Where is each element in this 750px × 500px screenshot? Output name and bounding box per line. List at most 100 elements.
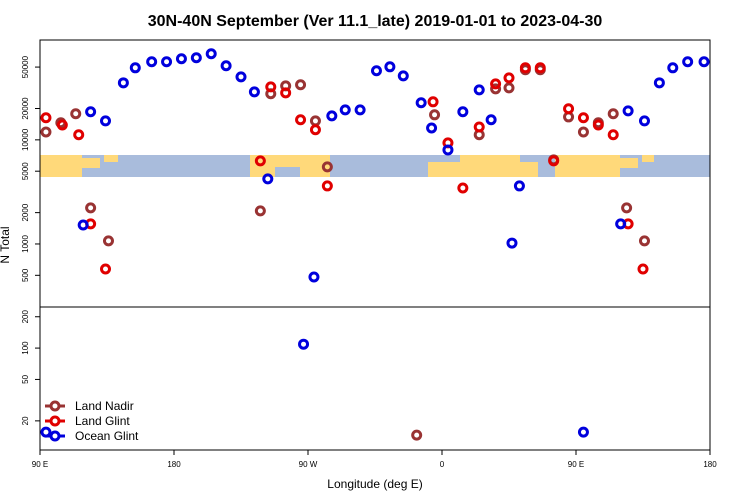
point: [503, 82, 515, 94]
point: [56, 119, 68, 131]
map-strip: [40, 155, 710, 177]
plot-frame: [39, 39, 711, 451]
y-tick-label: 10000: [21, 128, 30, 151]
chart-title: 30N-40N September (Ver 11.1_late) 2019-0…: [148, 13, 603, 30]
legend-marker: [49, 430, 61, 442]
legend-label: Ocean Glint: [75, 429, 139, 443]
point: [577, 126, 589, 138]
point: [397, 70, 409, 82]
point: [607, 108, 619, 120]
point: [248, 86, 260, 98]
point: [638, 115, 650, 127]
point: [309, 124, 321, 136]
point: [427, 96, 439, 108]
point: [490, 83, 502, 95]
point: [354, 104, 366, 116]
legend-label: Land Nadir: [75, 399, 134, 413]
point: [698, 56, 710, 68]
point: [411, 429, 423, 441]
point: [615, 218, 627, 230]
point: [457, 106, 469, 118]
point: [682, 56, 694, 68]
point: [161, 56, 173, 68]
point: [129, 62, 141, 74]
y-tick-label: 50000: [21, 55, 30, 78]
point: [415, 97, 427, 109]
y-tick-label: 1000: [21, 235, 30, 253]
point: [73, 129, 85, 141]
y-tick-label: 2000: [21, 203, 30, 221]
point: [384, 61, 396, 73]
point: [534, 62, 546, 74]
point: [370, 65, 382, 77]
point: [339, 104, 351, 116]
point: [429, 109, 441, 121]
point: [77, 219, 89, 231]
point: [85, 106, 97, 118]
x-axis-label: Longitude (deg E): [327, 477, 422, 491]
point: [254, 155, 266, 167]
point: [321, 161, 333, 173]
x-tick-label: 90 E: [32, 460, 48, 469]
legend-marker: [49, 400, 61, 412]
legend-marker: [49, 415, 61, 427]
point: [117, 77, 129, 89]
point: [190, 52, 202, 64]
point: [577, 426, 589, 438]
point: [667, 62, 679, 74]
point: [485, 114, 497, 126]
point: [321, 180, 333, 192]
y-tick-label: 5000: [21, 162, 30, 180]
point: [295, 79, 307, 91]
point: [638, 235, 650, 247]
point: [622, 105, 634, 117]
point: [621, 202, 633, 214]
point: [85, 202, 97, 214]
point: [473, 121, 485, 133]
point: [473, 84, 485, 96]
point: [308, 271, 320, 283]
point: [280, 87, 292, 99]
point: [70, 108, 82, 120]
point: [326, 110, 338, 122]
point: [490, 78, 502, 90]
point: [40, 126, 52, 138]
y-tick-label: 200: [21, 310, 30, 324]
point: [298, 338, 310, 350]
point: [146, 56, 158, 68]
point: [442, 144, 454, 156]
point: [637, 263, 649, 275]
point: [653, 77, 665, 89]
legend-label: Land Glint: [75, 414, 130, 428]
point: [592, 119, 604, 131]
point: [506, 237, 518, 249]
point: [40, 112, 52, 124]
y-tick-label: 50: [21, 374, 30, 383]
y-tick-label: 100: [21, 341, 30, 355]
point: [235, 71, 247, 83]
point: [102, 235, 114, 247]
y-tick-label: 20: [21, 416, 30, 425]
x-tick-label: 0: [440, 460, 445, 469]
y-tick-label: 500: [21, 268, 30, 282]
point: [563, 103, 575, 115]
point: [175, 53, 187, 65]
point: [513, 180, 525, 192]
point: [265, 81, 277, 93]
y-tick-label: 20000: [21, 97, 30, 120]
point: [607, 129, 619, 141]
y-axis-label: N Total: [0, 226, 12, 263]
point: [100, 263, 112, 275]
point: [503, 72, 515, 84]
point: [548, 155, 560, 167]
point: [205, 48, 217, 60]
point: [426, 122, 438, 134]
point: [295, 114, 307, 126]
point: [577, 112, 589, 124]
point: [309, 115, 321, 127]
x-tick-label: 180: [167, 460, 181, 469]
point: [254, 205, 266, 217]
point: [519, 62, 531, 74]
x-tick-label: 90 W: [299, 460, 318, 469]
